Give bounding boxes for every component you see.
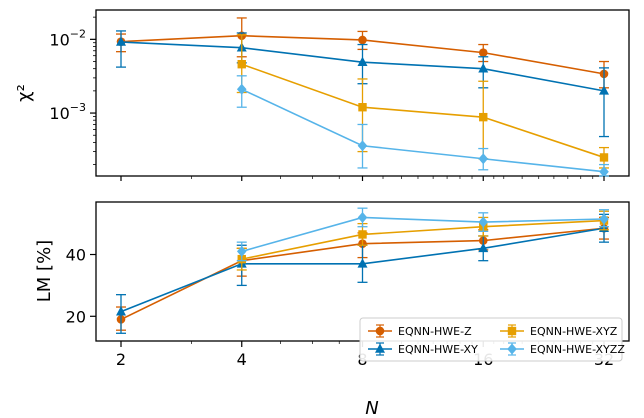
legend-marker xyxy=(507,326,517,336)
chi2-point xyxy=(599,153,609,162)
chi2-line-eqnn-hwe-xyz xyxy=(241,63,605,159)
lm-point xyxy=(116,306,126,316)
chi2-point xyxy=(237,59,246,69)
lm-point xyxy=(236,245,247,257)
chi2-series-eqnn-hwe-xyz xyxy=(236,34,609,169)
chi2-point xyxy=(478,48,488,57)
lm-point xyxy=(357,211,368,223)
lm-line-eqnn-hwe-xyzz xyxy=(241,216,605,253)
y-tick-label: 10−3 xyxy=(49,101,86,123)
legend-frame xyxy=(359,317,623,362)
legend-label: EQNN-HWE-XYZ xyxy=(530,325,618,338)
chi2-point xyxy=(358,103,367,112)
chi2-point xyxy=(478,153,489,165)
legend-item: EQNN-HWE-Z xyxy=(368,324,472,338)
lm-series-eqnn-hwe-xyzz xyxy=(236,207,609,262)
legend: EQNN-HWE-Z EQNN-HWE-XY EQNN-HWE-XYZ EQNN-HW… xyxy=(359,317,625,362)
chi2-errorbar xyxy=(599,67,609,138)
chi2-point xyxy=(479,112,488,122)
x-tick-label: 2 xyxy=(116,350,126,369)
lm-line-eqnn-hwe-xyz xyxy=(241,219,605,260)
legend-item: EQNN-HWE-XYZ xyxy=(500,324,618,338)
y-tick-label: 40 xyxy=(66,246,86,265)
chi2-point xyxy=(478,63,489,73)
chi2-point xyxy=(116,36,126,46)
legend-marker xyxy=(507,343,517,355)
chi2-point xyxy=(599,166,609,178)
legend-label: EQNN-HWE-Z xyxy=(398,325,472,338)
chi2-line-eqnn-hwe-xyzz xyxy=(241,88,605,173)
lm-point xyxy=(478,242,489,253)
legend-item: EQNN-HWE-XY xyxy=(368,342,478,356)
legend-marker xyxy=(375,326,385,336)
chi2-series-eqnn-hwe-xyzz xyxy=(236,75,609,178)
legend-label: EQNN-HWE-XYZZ xyxy=(530,343,625,356)
x-axis-label: N xyxy=(365,398,378,418)
legend-label: EQNN-HWE-XY xyxy=(398,343,478,356)
chi2-point xyxy=(599,85,609,95)
panel-chi2: 10−2 10−3 χ² xyxy=(14,9,630,181)
y-axis-label-lm: LM [%] xyxy=(34,240,55,302)
chi2-point xyxy=(357,56,368,66)
lm-point xyxy=(599,213,609,225)
y-tick-label: 20 xyxy=(66,307,86,326)
y-axis-label-chi2: χ² xyxy=(14,84,35,102)
chi2-point xyxy=(236,83,247,95)
y-tick-label: 10−2 xyxy=(49,27,86,49)
chi2-point xyxy=(357,140,368,152)
lm-point xyxy=(478,216,489,228)
x-tick-label: 4 xyxy=(237,350,247,369)
chi2-errorbar xyxy=(116,30,126,68)
chi2-point xyxy=(358,35,367,45)
legend-marker xyxy=(375,343,385,353)
lm-point xyxy=(358,230,367,239)
legend-item: EQNN-HWE-XYZZ xyxy=(500,342,625,356)
lm-point xyxy=(357,258,368,268)
